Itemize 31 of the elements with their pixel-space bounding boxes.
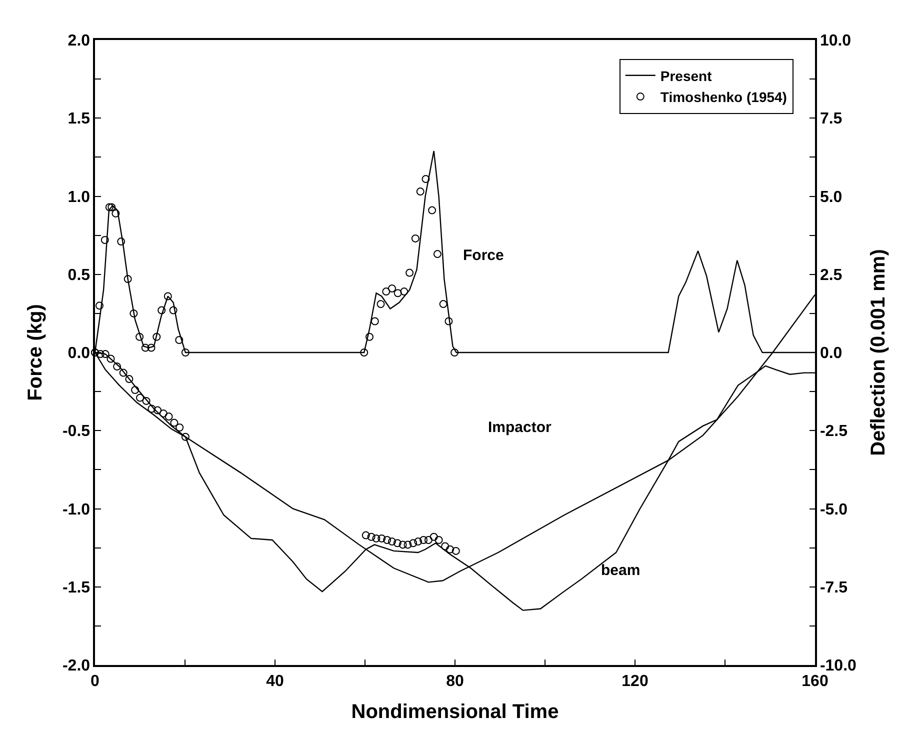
legend-label: Present xyxy=(660,68,712,84)
y-tick-label: -1.5 xyxy=(62,579,90,596)
y-tick-label: 1.0 xyxy=(68,188,90,206)
annotation: Impactor xyxy=(488,419,552,436)
x-tick-label: 120 xyxy=(622,672,648,690)
x-axis-title: Nondimensional Time xyxy=(351,700,559,723)
y2-tick-label: -2.5 xyxy=(820,423,848,440)
annotation: beam xyxy=(601,562,640,579)
y-tick-label: 2.0 xyxy=(68,32,90,50)
y2-tick-label: -5.0 xyxy=(820,501,848,518)
y2-axis-title: Deflection (0.001 mm) xyxy=(868,249,890,456)
y2-tick-label: 7.5 xyxy=(820,110,842,128)
y2-tick-label: 10.0 xyxy=(820,32,852,50)
x-tick-label: 160 xyxy=(802,672,828,690)
x-tick-label: 0 xyxy=(90,672,100,690)
x-tick-label: 40 xyxy=(266,672,284,690)
y2-tick-label: 5.0 xyxy=(820,188,842,206)
y-tick-label: -1.0 xyxy=(62,501,90,518)
y-tick-label: 1.5 xyxy=(68,110,90,128)
y-tick-label: 0.0 xyxy=(68,345,90,362)
y-tick-label: -2.0 xyxy=(62,658,90,675)
y2-tick-label: 0.0 xyxy=(820,345,842,362)
y2-tick-label: -7.5 xyxy=(820,579,848,596)
y2-tick-label: -10.0 xyxy=(820,658,857,675)
x-tick-label: 80 xyxy=(446,672,464,690)
y-tick-label: -0.5 xyxy=(62,423,90,440)
legend-label: Timoshenko (1954) xyxy=(660,89,787,106)
y-axis-title: Force (kg) xyxy=(24,304,46,401)
y-tick-label: 0.5 xyxy=(68,266,90,284)
annotation: Force xyxy=(463,247,504,264)
y2-tick-label: 2.5 xyxy=(820,266,842,284)
